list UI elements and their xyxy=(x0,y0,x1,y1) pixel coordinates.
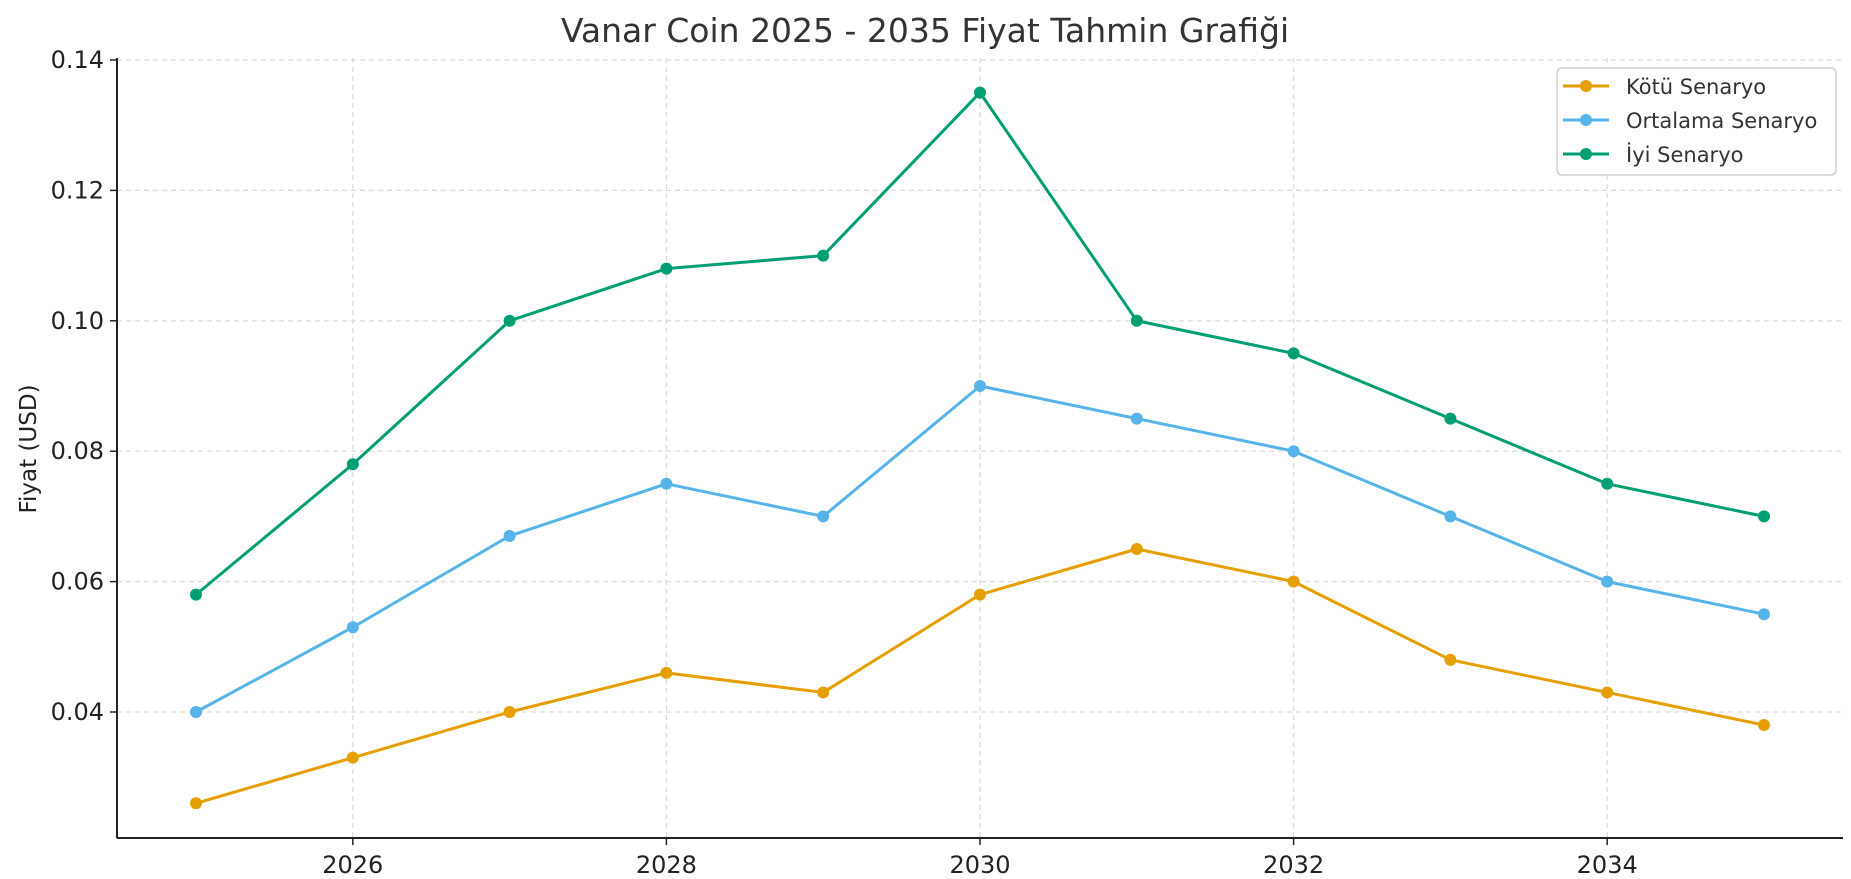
data-point xyxy=(1444,412,1457,425)
data-point xyxy=(1601,686,1614,699)
x-tick-label: 2034 xyxy=(1577,851,1638,879)
data-point xyxy=(1758,510,1770,523)
series-ortalama-senaryo xyxy=(190,380,1770,718)
y-axis-ticks: 0.04 0.06 0.08 0.10 0.12 0.14 xyxy=(51,46,117,726)
data-point xyxy=(503,529,516,542)
x-tick-label: 2032 xyxy=(1263,851,1324,879)
data-point xyxy=(1758,719,1770,732)
data-point xyxy=(346,621,359,634)
data-point xyxy=(1287,347,1300,360)
data-point xyxy=(660,477,673,490)
data-point xyxy=(503,314,516,327)
data-point xyxy=(346,458,359,471)
series-i̇yi-senaryo xyxy=(190,86,1770,601)
data-point xyxy=(1287,445,1300,458)
data-point xyxy=(1130,412,1143,425)
data-point xyxy=(346,751,359,764)
legend-item: İyi Senaryo xyxy=(1563,142,1743,167)
legend-marker xyxy=(1580,80,1592,92)
grid-lines xyxy=(117,58,1843,838)
data-point xyxy=(503,706,516,718)
data-point xyxy=(974,588,986,601)
legend-item: Kötü Senaryo xyxy=(1563,75,1766,99)
legend-marker xyxy=(1580,114,1592,126)
data-point xyxy=(1130,314,1143,327)
x-tick-label: 2028 xyxy=(636,851,697,879)
y-tick-label: 0.14 xyxy=(51,46,104,74)
legend-label: Kötü Senaryo xyxy=(1626,75,1766,99)
data-point xyxy=(817,249,830,262)
x-tick-label: 2030 xyxy=(949,851,1010,879)
legend-label: İyi Senaryo xyxy=(1626,142,1743,167)
data-point xyxy=(817,686,830,699)
x-axis-ticks: 2026 2028 2030 2032 2034 xyxy=(322,838,1638,879)
x-tick-label: 2026 xyxy=(322,851,383,879)
series-kötü-senaryo xyxy=(190,543,1770,810)
data-point xyxy=(974,380,986,392)
data-point xyxy=(817,510,830,523)
legend-item: Ortalama Senaryo xyxy=(1563,109,1817,133)
data-point xyxy=(1444,653,1457,666)
y-tick-label: 0.04 xyxy=(51,698,104,726)
data-point xyxy=(190,588,202,601)
data-point xyxy=(1287,575,1300,588)
y-tick-label: 0.06 xyxy=(51,568,104,596)
legend-label: Ortalama Senaryo xyxy=(1626,109,1817,133)
legend: Kötü Senaryo Ortalama Senaryo İyi Senaryo xyxy=(1556,67,1837,176)
data-point xyxy=(1601,575,1614,588)
y-tick-label: 0.12 xyxy=(51,176,104,204)
data-point xyxy=(660,666,673,679)
legend-box xyxy=(1556,67,1837,176)
data-point xyxy=(1444,510,1457,523)
data-point xyxy=(1130,543,1143,555)
data-point xyxy=(1601,477,1614,490)
series-lines xyxy=(190,86,1770,810)
data-point xyxy=(1758,608,1770,621)
data-point xyxy=(190,706,202,718)
series-line xyxy=(195,547,1765,805)
legend-marker xyxy=(1580,148,1592,160)
data-point xyxy=(190,797,202,810)
data-point xyxy=(974,86,986,99)
y-tick-label: 0.10 xyxy=(51,307,104,335)
y-axis-label: Fiyat (USD) xyxy=(16,384,42,513)
chart-title: Vanar Coin 2025 - 2035 Fiyat Tahmin Graf… xyxy=(561,11,1289,50)
y-tick-label: 0.08 xyxy=(51,437,104,465)
data-point xyxy=(660,262,673,275)
